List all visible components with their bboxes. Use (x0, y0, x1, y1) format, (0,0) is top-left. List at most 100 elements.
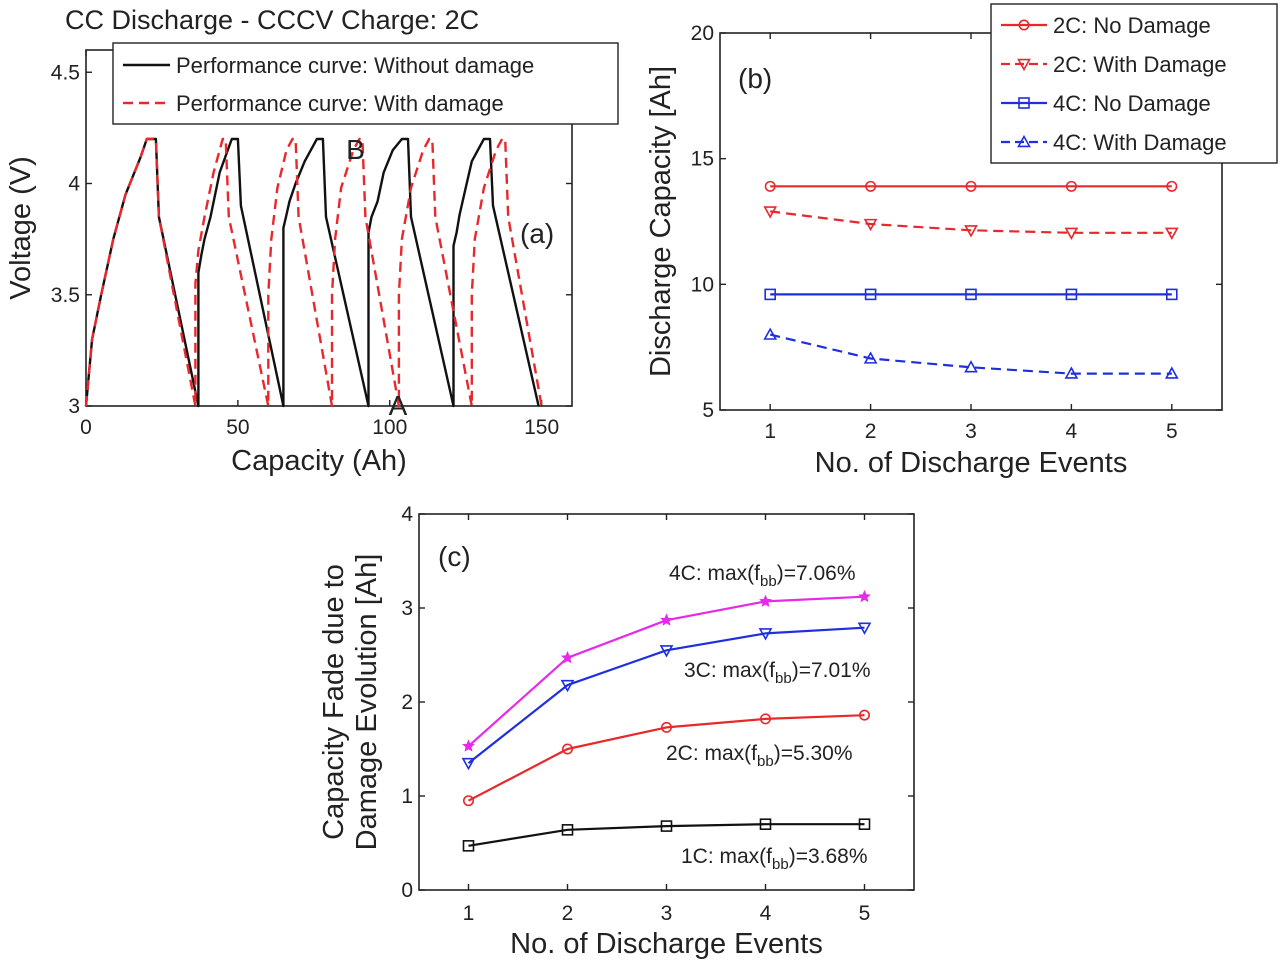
x-tick-label: 50 (226, 416, 249, 439)
data-point (857, 622, 872, 635)
data-point (759, 594, 772, 607)
series-annotation-2C: 2C: max(fbb)=5.30% (666, 742, 853, 770)
annotation-subscript: bb (772, 856, 789, 873)
x-tick-label: 4 (760, 902, 772, 925)
data-point (1164, 366, 1179, 379)
x-tick-label: 3 (661, 902, 673, 925)
data-point (858, 589, 871, 603)
panel-label-a: (a) (520, 218, 554, 249)
x-tick-label: 2 (865, 420, 877, 443)
data-point (965, 180, 977, 192)
x-tick-label: 100 (372, 416, 407, 439)
y-axis-label-c-line2: Damage Evolution [Ah] (351, 554, 383, 851)
annotation-prefix: 3C: max(f (684, 659, 775, 682)
data-point (462, 739, 475, 752)
x-axis-label-c: No. of Discharge Events (510, 928, 823, 960)
data-point (561, 651, 574, 664)
data-point (758, 628, 773, 641)
annotation-subscript: bb (757, 753, 774, 770)
series-annotation-4C: 4C: max(fbb)=7.06% (669, 562, 856, 590)
data-point (763, 206, 778, 219)
annotation-prefix: 1C: max(f (681, 845, 772, 868)
y-tick-label: 2 (401, 691, 413, 714)
annotation-suffix: )=3.68% (789, 845, 868, 868)
data-point (763, 327, 778, 340)
legend-marker (1018, 19, 1030, 31)
y-tick-label: 4 (68, 173, 80, 196)
data-point (864, 288, 877, 301)
data-point (863, 218, 878, 232)
x-axis-label-b: No. of Discharge Events (815, 447, 1128, 479)
data-point (858, 709, 870, 721)
x-axis-label-a: Capacity (Ah) (231, 445, 407, 477)
y-tick-label: 3.5 (51, 284, 80, 307)
data-point (1064, 227, 1079, 240)
legend-box-b (990, 3, 1278, 164)
x-tick-label: 1 (463, 902, 475, 925)
x-tick-label: 1 (764, 420, 776, 443)
data-point (964, 360, 978, 373)
annotation-prefix: 4C: max(f (669, 562, 760, 585)
series-line (769, 333, 1172, 375)
annotation-B: B (346, 134, 365, 165)
annotation-subscript: bb (775, 670, 792, 687)
data-point (965, 288, 977, 301)
annotation-suffix: )=7.01% (792, 659, 871, 682)
y-tick-label: 3 (68, 395, 80, 418)
panel-label-b: (b) (738, 63, 772, 94)
legend-entry-label: Performance curve: With damage (176, 91, 504, 116)
y-tick-label: 1 (401, 785, 413, 808)
data-point (1064, 366, 1079, 379)
x-tick-label: 5 (1166, 420, 1178, 443)
x-tick-label: 3 (965, 420, 977, 443)
y-tick-label: 10 (691, 273, 714, 296)
data-point (1166, 180, 1178, 192)
legend-entry-label: Performance curve: Without damage (176, 53, 534, 78)
series-line (770, 210, 1172, 234)
annotation-suffix: )=7.06% (777, 562, 856, 585)
data-point (1065, 180, 1077, 192)
legend-marker (1017, 58, 1031, 72)
data-point (561, 743, 573, 755)
series-annotation-3C: 3C: max(fbb)=7.01% (684, 659, 871, 687)
data-point (1164, 227, 1179, 240)
series-line-with-damage (84, 137, 543, 408)
y-tick-label: 0 (401, 879, 413, 902)
y-tick-label: 4.5 (51, 61, 80, 84)
data-point (764, 288, 777, 301)
panel-b-discharge-capacity-chart: 1 2 3 4 5 5 10 15 20 No. of Discharge Events Disch… (645, 3, 1278, 479)
y-tick-label: 5 (702, 399, 714, 422)
data-point (660, 721, 672, 733)
y-tick-label: 20 (691, 22, 714, 45)
series-annotation-1C: 1C: max(fbb)=3.68% (681, 845, 868, 873)
data-point (462, 795, 474, 807)
y-axis-label-a: Voltage (V) (5, 156, 37, 299)
data-point (660, 820, 673, 832)
x-tick-label: 0 (80, 416, 92, 439)
x-tick-label: 4 (1066, 420, 1078, 443)
series-line (468, 823, 865, 847)
data-point (561, 824, 574, 836)
panel-label-c: (c) (438, 541, 471, 572)
legend-entry-label: 4C: No Damage (1053, 91, 1211, 116)
data-point (462, 840, 475, 852)
annotation-subscript: bb (760, 573, 777, 590)
series-line (467, 626, 865, 764)
data-point (1166, 288, 1178, 301)
panel-a-voltage-chart: 0 50 100 150 3 3.5 4 4.5 CC Discharge - CCCV Cha… (5, 5, 619, 477)
data-point (461, 757, 476, 771)
legend-b: 2C: No Damage 2C: With Damage 4C: No Damag… (990, 3, 1278, 164)
data-point (659, 645, 674, 658)
x-tick-label: 5 (859, 902, 871, 925)
data-point (964, 225, 978, 238)
legend-marker (1018, 97, 1030, 109)
y-axis-label-b: Discharge Capacity [Ah] (645, 66, 677, 377)
series-line (467, 714, 865, 802)
data-point (1065, 288, 1078, 301)
data-point (764, 180, 776, 192)
legend-entry-label: 4C: With Damage (1053, 130, 1227, 155)
y-tick-label: 15 (691, 148, 714, 171)
data-point (858, 818, 871, 831)
